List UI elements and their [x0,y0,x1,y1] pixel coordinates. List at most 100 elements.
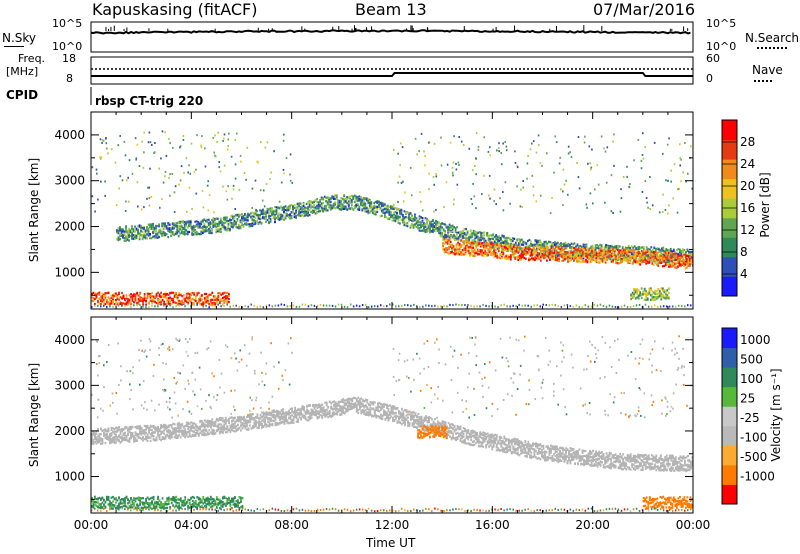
power-cell [600,135,603,138]
power-cell [485,254,488,257]
power-cell [350,204,353,207]
power-cell [393,206,395,209]
power-cell [124,210,127,212]
power-cell [583,247,586,250]
power-cell [296,207,299,210]
power-cell [634,297,637,300]
power-cell [206,301,209,304]
power-cell [213,221,216,224]
power-cell [170,229,173,232]
power-cell [601,255,604,258]
power-cell [236,132,238,135]
power-cell [577,255,580,258]
power-cell [487,254,490,257]
power-cell [265,304,268,307]
power-cell [430,220,433,223]
power-cell [687,172,689,175]
power-cell [672,197,675,200]
power-cell [209,231,212,235]
power-cell [174,185,177,188]
power-cell [451,243,453,246]
power-cell [152,299,155,302]
power-cell [451,230,454,233]
power-cell [626,247,629,250]
power-cell [221,226,224,229]
power-cell [489,238,492,241]
power-cell [221,223,224,227]
power-cell [209,298,212,301]
power-cell [523,252,526,255]
power-cell [101,297,104,300]
power-cell [490,253,493,256]
power-cell [164,296,167,299]
power-cell [449,141,452,144]
power-cell [526,162,529,165]
power-cell [654,249,657,252]
power-cell [528,259,530,262]
power-cell [591,253,593,256]
power-cell [103,304,105,307]
power-cell [567,256,569,259]
power-cell [134,233,136,237]
power-cell [234,138,237,141]
power-cell [409,216,412,220]
power-cell [195,224,198,228]
power-cell [331,207,334,210]
power-cell [178,302,181,305]
power-cell [508,256,511,259]
power-cell [222,185,224,188]
power-cell [104,294,107,297]
power-cell [475,173,477,176]
power-cell [637,258,640,261]
power-cell [212,217,215,220]
power-cell [582,251,584,254]
power-cell [232,217,234,220]
power-cell [493,200,495,203]
power-cell [209,230,212,233]
power-cell [577,256,580,259]
power-cell [200,226,203,229]
power-cell [374,200,377,204]
power-cell [212,303,215,306]
power-cell [433,183,435,186]
power-cell [565,247,568,250]
power-cell [658,291,661,295]
power-cell [475,252,478,255]
power-cell [215,296,218,300]
power-cell [659,211,661,214]
power-cell [174,222,177,225]
power-cell [492,245,495,248]
power-cell [368,204,371,207]
power-cell [244,305,246,308]
power-cell [112,296,114,299]
power-cell [544,255,547,258]
power-cell [545,249,547,252]
power-cell [646,257,649,260]
power-cell [128,299,131,302]
power-cell [200,146,203,149]
power-cell [298,212,300,215]
power-cell [470,242,473,245]
power-cell [188,297,191,300]
power-cell [464,245,467,248]
power-cell [556,247,559,250]
power-cell [214,305,216,308]
power-cell [438,228,440,231]
power-cell [482,247,485,250]
power-cell [387,206,389,209]
power-cell [151,144,153,146]
power-cell [493,240,496,244]
power-cell [647,248,650,251]
power-cell [606,258,608,261]
power-cell [429,224,431,228]
power-cell [269,220,272,223]
power-cell [630,257,633,260]
power-cell [559,251,562,254]
power-cell [112,294,114,297]
power-cell [580,257,583,260]
power-cell [567,193,569,196]
power-cell [160,157,162,160]
power-cell [223,164,226,167]
power-cell [482,254,485,257]
power-cell [606,251,608,254]
